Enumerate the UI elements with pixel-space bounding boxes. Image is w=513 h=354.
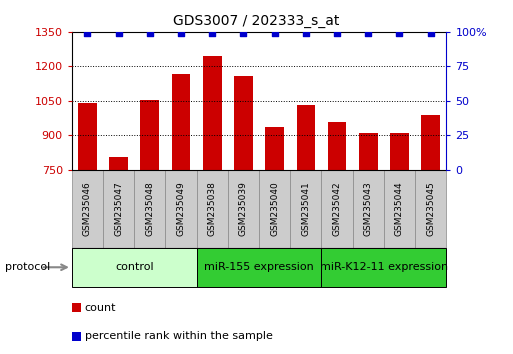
Bar xyxy=(265,127,284,170)
Point xyxy=(114,30,123,36)
Text: GSM235039: GSM235039 xyxy=(239,181,248,236)
Bar xyxy=(322,248,446,287)
Bar xyxy=(353,170,384,248)
Bar xyxy=(72,248,196,287)
Bar xyxy=(172,74,190,170)
Bar xyxy=(134,170,165,248)
Bar xyxy=(234,75,253,170)
Text: percentile rank within the sample: percentile rank within the sample xyxy=(85,331,272,341)
Bar xyxy=(196,170,228,248)
Text: GSM235046: GSM235046 xyxy=(83,182,92,236)
Bar xyxy=(78,103,97,170)
Bar xyxy=(359,133,378,170)
Point xyxy=(208,30,216,36)
Point xyxy=(396,30,404,36)
Text: miR-K12-11 expression: miR-K12-11 expression xyxy=(320,262,448,272)
Text: protocol: protocol xyxy=(5,262,50,272)
Text: GSM235038: GSM235038 xyxy=(208,181,217,236)
Text: GSM235048: GSM235048 xyxy=(145,182,154,236)
Bar xyxy=(421,115,440,170)
Bar xyxy=(390,133,409,170)
Bar xyxy=(103,170,134,248)
Bar xyxy=(328,121,346,170)
Point xyxy=(146,30,154,36)
Bar xyxy=(297,105,315,170)
Text: GSM235045: GSM235045 xyxy=(426,182,435,236)
Bar xyxy=(109,156,128,170)
Point xyxy=(83,30,91,36)
Bar xyxy=(228,170,259,248)
Point xyxy=(364,30,372,36)
Text: GSM235047: GSM235047 xyxy=(114,182,123,236)
Text: miR-155 expression: miR-155 expression xyxy=(204,262,314,272)
Bar xyxy=(290,170,322,248)
Bar xyxy=(322,170,353,248)
Bar xyxy=(203,56,222,170)
Text: GDS3007 / 202333_s_at: GDS3007 / 202333_s_at xyxy=(173,14,340,28)
Text: GSM235040: GSM235040 xyxy=(270,182,279,236)
Point xyxy=(177,30,185,36)
Text: GSM235041: GSM235041 xyxy=(301,182,310,236)
Bar xyxy=(72,170,103,248)
Point xyxy=(302,30,310,36)
Text: count: count xyxy=(85,303,116,313)
Point xyxy=(333,30,341,36)
Bar xyxy=(259,170,290,248)
Text: GSM235042: GSM235042 xyxy=(332,182,342,236)
Bar xyxy=(141,100,159,170)
Text: GSM235043: GSM235043 xyxy=(364,182,373,236)
Text: GSM235049: GSM235049 xyxy=(176,182,186,236)
Bar xyxy=(165,170,196,248)
Bar xyxy=(384,170,415,248)
Text: GSM235044: GSM235044 xyxy=(395,182,404,236)
Point xyxy=(240,30,248,36)
Point xyxy=(270,30,279,36)
Point xyxy=(427,30,435,36)
Text: control: control xyxy=(115,262,153,272)
Bar xyxy=(415,170,446,248)
Bar xyxy=(196,248,322,287)
